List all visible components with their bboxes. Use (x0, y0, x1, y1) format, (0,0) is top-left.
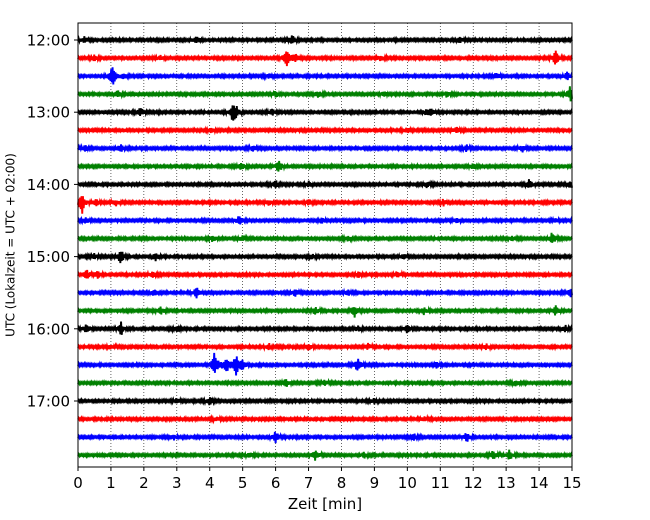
grid-lines (110, 23, 540, 467)
trace-1345 (77, 160, 573, 172)
trace-1545 (77, 305, 573, 318)
y-tick-label: 16:00 (27, 320, 70, 338)
y-tick-label: 14:00 (27, 176, 70, 194)
y-axis-label: UTC (Lokalzeit = UTC + 02:00) (4, 153, 18, 337)
trace-1300 (77, 105, 573, 121)
trace-1730 (77, 431, 573, 444)
x-tick-label: 14 (530, 474, 549, 492)
y-axis-ticks: 12:00 13:00 14:00 15:00 16:00 17:00 (27, 32, 78, 411)
x-tick-label: 2 (139, 474, 149, 492)
trace-1715 (77, 413, 573, 425)
trace-1415 (77, 196, 573, 214)
trace-1700 (77, 395, 573, 407)
trace-1500 (77, 251, 573, 264)
y-tick-label: 13:00 (27, 104, 70, 122)
trace-1315 (77, 125, 573, 136)
trace-1400 (77, 179, 573, 190)
plot-frame (77, 22, 573, 468)
seismic-traces (77, 35, 573, 461)
trace-1330 (77, 142, 573, 154)
x-tick-label: 8 (337, 474, 347, 492)
x-tick-label: 5 (238, 474, 248, 492)
x-tick-label: 4 (205, 474, 215, 492)
x-tick-label: 0 (73, 474, 83, 492)
trace-1245 (77, 86, 573, 102)
trace-1515 (77, 269, 573, 280)
trace-1630 (77, 352, 573, 376)
x-tick-label: 3 (172, 474, 182, 492)
trace-1645 (77, 377, 573, 389)
y-tick-label: 17:00 (27, 393, 70, 411)
x-tick-label: 13 (497, 474, 516, 492)
y-tick-label: 12:00 (27, 32, 70, 50)
trace-1445 (77, 232, 573, 244)
x-tick-label: 9 (370, 474, 380, 492)
x-tick-label: 6 (271, 474, 281, 492)
x-tick-label: 1 (106, 474, 116, 492)
x-tick-label: 10 (398, 474, 417, 492)
trace-1215 (77, 50, 573, 67)
trace-1615 (77, 341, 573, 353)
trace-1200 (77, 35, 573, 46)
x-tick-label: 15 (562, 474, 581, 492)
trace-1600 (77, 321, 573, 335)
trace-1430 (77, 215, 573, 226)
trace-1745 (77, 449, 573, 461)
y-tick-label: 15:00 (27, 248, 70, 266)
x-axis-ticks: 0 1 2 3 4 5 6 7 8 9 10 11 12 13 14 15 (73, 467, 582, 492)
trace-1530 (77, 287, 573, 299)
x-axis-label: Zeit [min] (288, 495, 362, 513)
x-tick-label: 7 (304, 474, 314, 492)
x-tick-label: 12 (464, 474, 483, 492)
trace-1230 (77, 67, 573, 85)
x-tick-label: 11 (431, 474, 450, 492)
